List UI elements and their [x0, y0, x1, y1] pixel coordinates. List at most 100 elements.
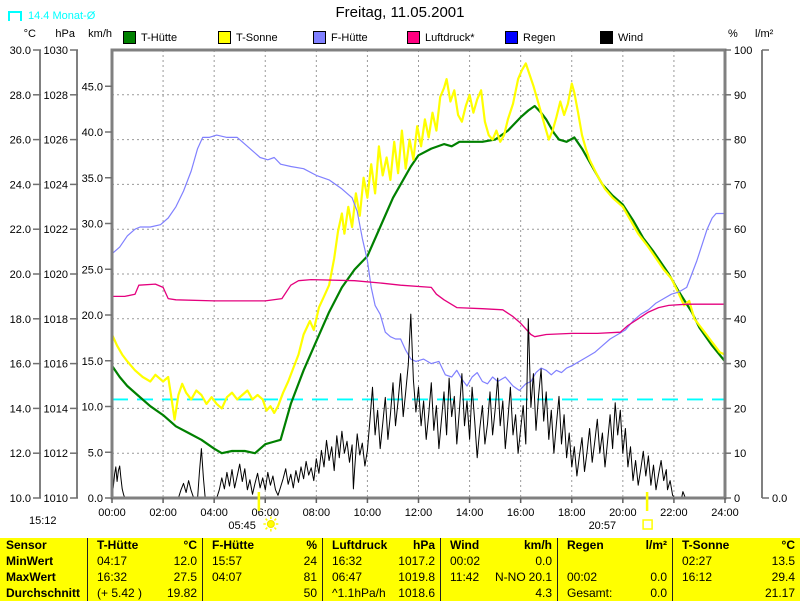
minwert-cell: 16:32 1017.2: [323, 554, 440, 570]
table-cell-text: 04:07: [212, 569, 243, 584]
table-cell-text: 24: [303, 554, 317, 569]
axis-unit-liters: l/m²: [755, 28, 774, 40]
durchschnitt-cell: 21.17: [673, 585, 800, 601]
time-tick-label: 04:00: [200, 507, 228, 519]
axis-tick-label: 25.0: [82, 264, 103, 276]
axis-tick-label: 16.0: [10, 359, 31, 371]
table-cell-text: 16:32: [97, 569, 128, 584]
axis-tick-label: 1014: [44, 403, 68, 415]
table-cell-text: 29.4: [771, 569, 795, 584]
maxwert-cell: 16:32 27.5: [88, 570, 202, 586]
table-cell-text: 21.17: [764, 585, 795, 600]
axis-unit-hpa: hPa: [55, 28, 75, 40]
axis-tick-label: 15.0: [82, 356, 103, 368]
axis-tick-label: 70: [734, 179, 746, 191]
axis-tick-label: 50: [734, 269, 746, 281]
axis-tick-label: 24.0: [10, 179, 31, 191]
sensor-header-cell: Regen l/m²: [558, 538, 672, 554]
durchschnitt-cell: Gesamt: 0.0: [558, 585, 672, 601]
legend-item-t-huette: T-Hütte: [123, 31, 177, 44]
status-time: 15:12: [29, 515, 57, 527]
table-column: F-Hütte% 15:57 24 04:07 81 50: [202, 538, 322, 601]
table-cell-text: l/m²: [645, 538, 667, 553]
row-label: Durchschnitt: [0, 585, 87, 601]
sunset-time-label: 20:57: [589, 520, 617, 532]
table-cell-text: 81: [303, 569, 317, 584]
axis-tick-label: 0.0: [772, 493, 787, 505]
table-cell-text: 1018.6: [398, 585, 435, 600]
series-line-t-sonne: [112, 62, 725, 421]
page-title: Freitag, 11.05.2001: [335, 4, 465, 21]
maxwert-cell: 06:47 1019.8: [323, 570, 440, 586]
table-cell-text: Regen: [567, 538, 604, 553]
table-cell-text: F-Hütte: [212, 538, 254, 553]
sensor-header-cell: F-Hütte%: [203, 538, 322, 554]
table-cell-text: hPa: [412, 538, 435, 553]
table-cell-text: MinWert: [6, 554, 54, 569]
minwert-cell: 02:27 13.5: [673, 554, 800, 570]
legend-label: F-Hütte: [331, 31, 368, 44]
table-cell-text: °C: [183, 538, 197, 553]
time-tick-label: 22:00: [660, 507, 688, 519]
axis-unit-kmh: km/h: [88, 28, 112, 40]
row-label: MinWert: [0, 554, 87, 570]
table-cell-text: %: [306, 538, 317, 553]
table-cell-text: 16:12: [682, 569, 713, 584]
axis-tick-label: 20.0: [10, 269, 31, 281]
maxwert-cell: 04:07 81: [203, 570, 322, 586]
table-cell-text: 19.82: [166, 585, 197, 600]
sunset-square-icon: [642, 519, 653, 530]
time-tick-label: 14:00: [456, 507, 484, 519]
sensor-header-cell: Wind km/h: [441, 538, 557, 554]
axis-tick-label: 60: [734, 224, 746, 236]
maxwert-cell: 11:42 N-NO 20.1: [441, 570, 557, 586]
table-cell-text: 02:27: [682, 554, 713, 569]
axis-tick-label: 0: [734, 493, 740, 505]
table-cell-text: 00:02: [567, 569, 598, 584]
table-column: Luftdruck hPa 16:32 1017.2 06:47 1019.8 ^1.1hP…: [322, 538, 440, 601]
axis-tick-label: 5.0: [88, 447, 103, 459]
series-line-wind: [112, 313, 725, 498]
row-label: Sensor: [0, 538, 87, 554]
f-huette-swatch-icon: [313, 31, 326, 44]
table-cell-text: °C: [781, 538, 795, 553]
axis-tick-label: 10.0: [82, 402, 103, 414]
table-cell-text: ^1.1hPa/h: [332, 585, 386, 600]
minwert-cell: 15:57 24: [203, 554, 322, 570]
t-huette-swatch-icon: [123, 31, 136, 44]
axis-tick-label: 20.0: [82, 310, 103, 322]
table-cell-text: 1019.8: [398, 569, 435, 584]
table-cell-text: Luftdruck: [332, 538, 388, 553]
table-cell-text: 4.3: [535, 585, 552, 600]
axis-tick-label: 1020: [44, 269, 68, 281]
table-column: Wind km/h 00:02 0.0 11:42 N-NO 20.1 4.3: [440, 538, 557, 601]
time-tick-label: 18:00: [558, 507, 586, 519]
monthly-average-label: 14.4 Monat-Ø: [28, 10, 96, 22]
axis-tick-label: 10: [734, 448, 746, 460]
axis-tick-label: 1016: [44, 359, 68, 371]
table-column: T-Hütte °C 04:17 12.0 16:32 27.5 (+ 5.42 ) 19.8…: [87, 538, 202, 601]
time-tick-label: 24:00: [711, 507, 739, 519]
legend-item-t-sonne: T-Sonne: [218, 31, 278, 44]
minwert-cell: 00:02 0.0: [441, 554, 557, 570]
axis-unit-percent: %: [728, 28, 738, 40]
durchschnitt-cell: 4.3: [441, 585, 557, 601]
minwert-cell: [558, 554, 672, 570]
table-cell-text: T-Hütte: [97, 538, 139, 553]
time-tick-label: 00:00: [98, 507, 126, 519]
row-label: MaxWert: [0, 570, 87, 586]
axis-tick-label: 26.0: [10, 135, 31, 147]
time-tick-label: 10:00: [354, 507, 382, 519]
axis-unit-celsius: °C: [23, 28, 36, 40]
time-tick-label: 20:00: [609, 507, 637, 519]
legend-item-regen: Regen: [505, 31, 555, 44]
table-cell-text: N-NO: [494, 569, 526, 584]
t-sonne-swatch-icon: [218, 31, 231, 44]
minwert-cell: 04:17 12.0: [88, 554, 202, 570]
table-cell-text: 00:02: [450, 554, 481, 569]
axis-tick-label: 1026: [44, 135, 68, 147]
legend-label: T-Hütte: [141, 31, 178, 44]
table-cell-text: Wind: [450, 538, 480, 553]
table-cell-text: 0.0: [650, 569, 667, 584]
